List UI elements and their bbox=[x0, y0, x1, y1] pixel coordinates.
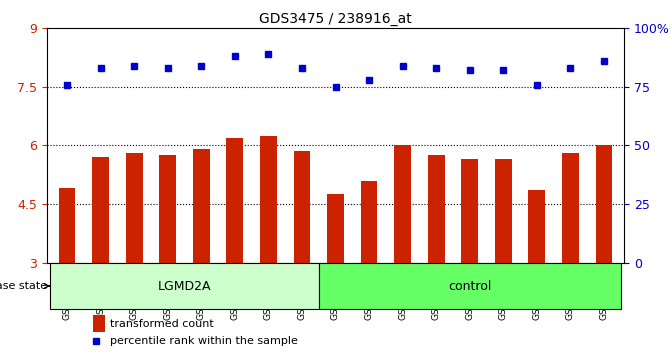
Text: LGMD2A: LGMD2A bbox=[158, 280, 211, 292]
Bar bbox=[428, 155, 444, 263]
Bar bbox=[93, 157, 109, 263]
Bar bbox=[462, 159, 478, 263]
Bar bbox=[193, 149, 209, 263]
Text: control: control bbox=[448, 280, 491, 292]
Bar bbox=[595, 145, 612, 263]
FancyBboxPatch shape bbox=[319, 263, 621, 309]
Text: percentile rank within the sample: percentile rank within the sample bbox=[111, 336, 299, 346]
Bar bbox=[93, 315, 105, 332]
Bar bbox=[495, 159, 511, 263]
Bar bbox=[394, 145, 411, 263]
Text: disease state: disease state bbox=[0, 281, 50, 291]
Bar bbox=[528, 190, 545, 263]
Bar bbox=[294, 151, 310, 263]
Bar bbox=[126, 153, 142, 263]
Title: GDS3475 / 238916_at: GDS3475 / 238916_at bbox=[259, 12, 412, 26]
Text: transformed count: transformed count bbox=[111, 319, 214, 329]
Bar bbox=[361, 181, 377, 263]
Bar bbox=[562, 153, 578, 263]
Bar bbox=[260, 136, 276, 263]
Bar bbox=[59, 188, 76, 263]
FancyBboxPatch shape bbox=[50, 263, 319, 309]
Bar bbox=[327, 194, 344, 263]
Bar bbox=[226, 138, 243, 263]
Bar bbox=[160, 155, 176, 263]
